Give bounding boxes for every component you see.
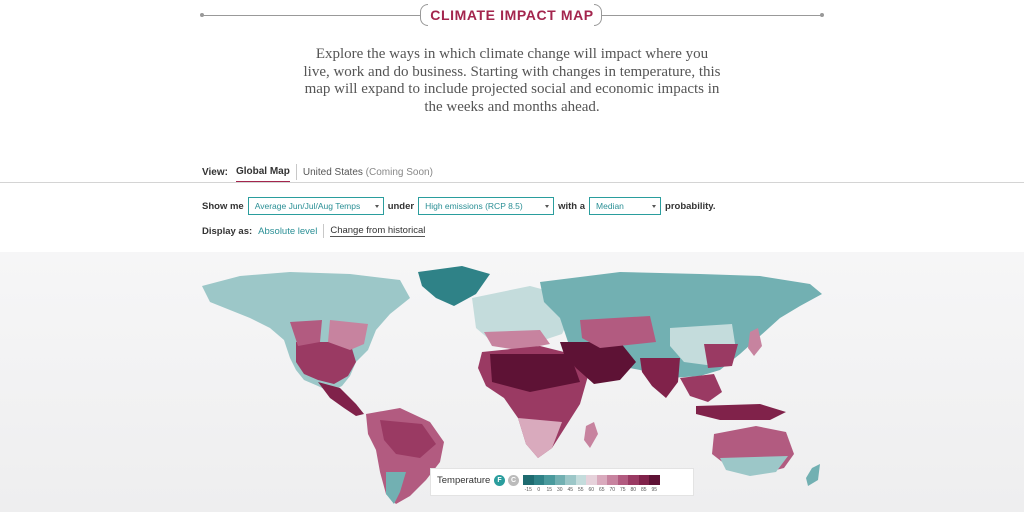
tab-united-states-label: United States bbox=[302, 166, 363, 178]
display-option-divider bbox=[323, 224, 325, 238]
display-label: Display as: bbox=[202, 225, 253, 237]
map-region-mediterranean bbox=[484, 330, 550, 350]
metric-select-value: Average Jun/Jul/Aug Temps bbox=[254, 201, 361, 211]
map-region-us-south bbox=[296, 342, 356, 384]
map-region-japan bbox=[748, 328, 762, 356]
world-temperature-map[interactable] bbox=[200, 258, 824, 504]
under-label: under bbox=[387, 200, 415, 212]
section-divider bbox=[0, 182, 1024, 183]
legend-tick-label: 85 bbox=[640, 487, 647, 493]
map-region-new-zealand bbox=[806, 464, 820, 486]
legend-swatch bbox=[649, 475, 660, 485]
show-me-label: Show me bbox=[202, 200, 244, 212]
legend-tick-label: 70 bbox=[609, 487, 616, 493]
chevron-down-icon bbox=[374, 205, 379, 208]
probability-select[interactable]: Median bbox=[589, 197, 662, 215]
tab-united-states[interactable]: United States (Coming Soon) bbox=[303, 167, 433, 178]
header-rule-dot-right bbox=[820, 13, 824, 17]
legend-swatch bbox=[607, 475, 618, 485]
header-rule-dot-left bbox=[200, 13, 204, 17]
legend-swatch bbox=[554, 475, 565, 485]
display-mode: Display as: Absolute level Change from h… bbox=[202, 223, 426, 239]
legend-swatch bbox=[544, 475, 555, 485]
legend-tick-label: 60 bbox=[588, 487, 595, 493]
legend-tick-label: 75 bbox=[619, 487, 626, 493]
map-region-central-asia bbox=[580, 316, 656, 348]
tab-united-states-suffix: (Coming Soon) bbox=[365, 166, 433, 178]
legend-tick-label: 65 bbox=[598, 487, 605, 493]
view-label: View: bbox=[202, 166, 228, 178]
chevron-down-icon bbox=[652, 205, 657, 208]
probability-suffix: probability. bbox=[665, 200, 716, 212]
title-bracket-left bbox=[420, 4, 428, 26]
legend-swatch bbox=[523, 475, 534, 485]
map-region-amazon bbox=[380, 420, 436, 458]
legend-swatch bbox=[617, 475, 628, 485]
tab-global-map[interactable]: Global Map bbox=[235, 166, 290, 183]
map-region-southern-africa bbox=[518, 418, 562, 458]
map-region-madagascar bbox=[584, 422, 598, 448]
legend-tick-label: -15 bbox=[524, 487, 532, 493]
legend-swatch bbox=[565, 475, 576, 485]
legend-tick-label: 55 bbox=[577, 487, 584, 493]
map-region-india bbox=[640, 358, 680, 398]
scenario-select[interactable]: High emissions (RCP 8.5) bbox=[418, 197, 555, 215]
legend-tick-label: 45 bbox=[567, 487, 574, 493]
chevron-down-icon bbox=[545, 205, 550, 208]
page-title: CLIMATE IMPACT MAP bbox=[430, 7, 594, 23]
title-bracket-right bbox=[594, 4, 602, 26]
legend-title: Temperature bbox=[437, 475, 491, 486]
scenario-select-value: High emissions (RCP 8.5) bbox=[425, 201, 523, 211]
display-option-change[interactable]: Change from historical bbox=[330, 225, 426, 237]
map-region-patagonia bbox=[386, 472, 406, 504]
header-rule-right bbox=[602, 15, 822, 16]
legend-swatch bbox=[575, 475, 586, 485]
map-region-us-west bbox=[290, 320, 322, 346]
legend-color-scale bbox=[523, 475, 660, 485]
intro-text: Explore the ways in which climate change… bbox=[303, 46, 721, 115]
query-controls: Show me Average Jun/Jul/Aug Temps under … bbox=[202, 197, 716, 215]
tab-divider bbox=[295, 164, 297, 180]
map-region-southeast-asia bbox=[680, 374, 722, 402]
map-region-east-china bbox=[704, 344, 738, 368]
header-rule-left bbox=[202, 15, 420, 16]
legend-tick-label: 80 bbox=[630, 487, 637, 493]
legend-ticks: -15 0 15 30 45 55 60 65 70 75 80 85 95 bbox=[523, 487, 660, 493]
map-region-indonesia bbox=[696, 404, 786, 420]
legend-tick-label: 15 bbox=[546, 487, 553, 493]
map-region-greenland bbox=[418, 266, 490, 306]
legend-swatch bbox=[586, 475, 597, 485]
display-option-absolute[interactable]: Absolute level bbox=[258, 225, 318, 237]
map-region-us-east bbox=[328, 320, 368, 350]
with-a-label: with a bbox=[558, 200, 586, 212]
view-switcher: View: Global Map United States (Coming S… bbox=[202, 162, 433, 183]
legend-tick-label: 95 bbox=[651, 487, 658, 493]
temperature-legend: Temperature F C -15 0 15 30 45 55 60 65 70 75 80 85… bbox=[430, 468, 694, 496]
fahrenheit-toggle[interactable]: F bbox=[494, 475, 505, 486]
legend-swatch bbox=[638, 475, 649, 485]
map-region-middle-east bbox=[560, 342, 636, 384]
legend-swatch bbox=[596, 475, 607, 485]
legend-swatch bbox=[628, 475, 639, 485]
map-region-south-australia bbox=[720, 456, 788, 476]
legend-tick-label: 0 bbox=[537, 487, 541, 493]
metric-select[interactable]: Average Jun/Jul/Aug Temps bbox=[247, 197, 384, 215]
legend-swatch bbox=[533, 475, 544, 485]
legend-tick-label: 30 bbox=[556, 487, 563, 493]
map-region-sahara bbox=[490, 354, 580, 392]
map-region-central-america bbox=[318, 382, 364, 416]
probability-select-value: Median bbox=[596, 201, 624, 211]
celsius-toggle[interactable]: C bbox=[508, 475, 519, 486]
